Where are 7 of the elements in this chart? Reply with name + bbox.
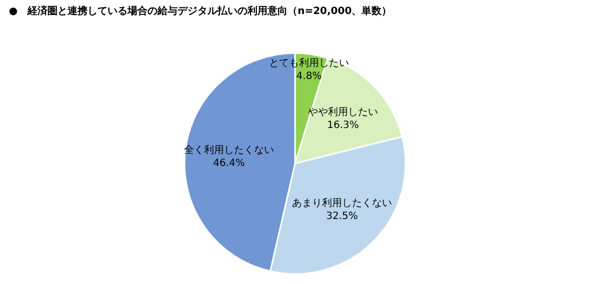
data-label: 4.8% [296, 71, 322, 82]
data-label: 46.4% [213, 158, 245, 169]
data-label: 32.5% [326, 211, 358, 222]
slice-label: あまり利用したくない [292, 197, 392, 209]
data-label: 16.3% [327, 120, 359, 131]
slice-label: やや利用したい [308, 106, 378, 118]
chart-title: ● 経済圏と連携している場合の給与デジタル払いの利用意向（n=20,000、単数） [8, 5, 392, 18]
